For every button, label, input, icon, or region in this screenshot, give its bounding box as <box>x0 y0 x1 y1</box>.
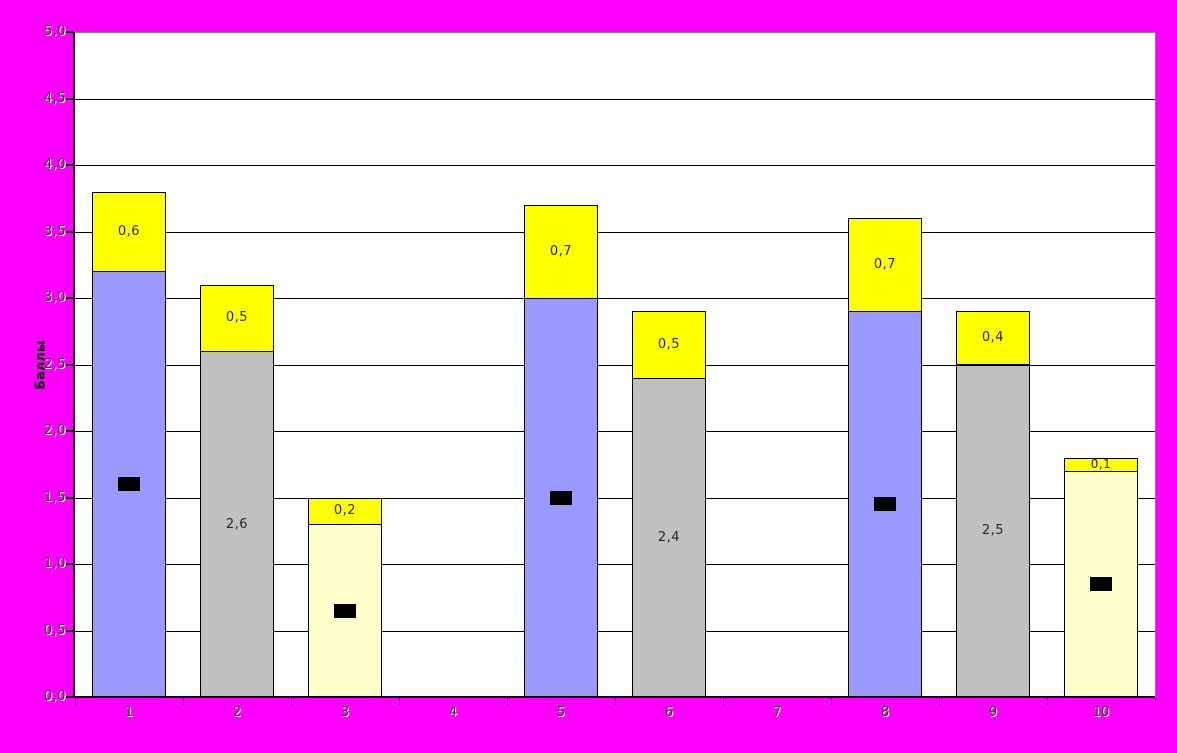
x-tick <box>615 698 616 705</box>
series-marker <box>334 603 356 618</box>
x-tick <box>1155 698 1156 705</box>
x-tick-label: 9 <box>988 705 998 720</box>
series-marker <box>874 497 896 512</box>
series-marker <box>550 490 572 505</box>
bar-segment-yellow-top <box>1064 457 1138 472</box>
y-tick-label: 4,5 <box>43 90 66 106</box>
x-tick-label: 8 <box>880 705 890 720</box>
segment-label: 0,6 <box>117 223 141 239</box>
y-tick <box>66 496 73 499</box>
segment-label: 0,7 <box>549 243 573 259</box>
y-tick-label: 4,0 <box>43 157 66 172</box>
x-tick-label: 1 <box>124 705 134 720</box>
segment-label: 0,7 <box>873 257 897 273</box>
gridline <box>75 98 1155 100</box>
y-tick <box>66 363 73 366</box>
x-tick-label: 6 <box>664 705 674 720</box>
gridline <box>75 298 1155 299</box>
gridline <box>75 497 1155 499</box>
segment-label: 0,5 <box>225 310 249 326</box>
segment-label: 0,1 <box>1090 457 1112 472</box>
y-tick-label: 2,5 <box>43 356 66 372</box>
x-tick-label: 7 <box>772 705 782 720</box>
y-tick <box>66 97 73 100</box>
x-tick <box>507 698 508 705</box>
x-tick-label: 5 <box>556 705 566 720</box>
bar-segment-yellow-top <box>632 311 706 379</box>
gridline <box>75 165 1155 166</box>
y-tick-label: 3,0 <box>43 290 66 305</box>
y-tick <box>66 430 73 432</box>
x-axis <box>73 696 1155 698</box>
x-tick-label: 4 <box>448 705 458 720</box>
segment-label: 0,2 <box>333 503 357 519</box>
bar-segment-gray-base <box>632 377 706 698</box>
y-tick <box>66 629 73 632</box>
series-marker <box>1090 576 1112 591</box>
x-tick <box>183 698 184 705</box>
series-marker <box>118 477 140 492</box>
gridline <box>75 630 1155 632</box>
bar-segment-yellow-top <box>956 311 1030 366</box>
x-tick <box>291 698 292 705</box>
y-tick-label: 0,0 <box>43 689 66 704</box>
x-tick <box>939 698 940 705</box>
segment-label: 2,6 <box>225 516 249 532</box>
y-tick <box>66 230 73 233</box>
gridline <box>75 564 1155 565</box>
gridline <box>75 231 1155 233</box>
segment-label: 0,5 <box>657 337 681 353</box>
y-tick-label: 2,0 <box>43 423 66 438</box>
x-tick <box>1047 698 1048 705</box>
y-tick <box>66 297 73 299</box>
gridline <box>75 431 1155 432</box>
x-tick <box>723 698 724 705</box>
y-tick <box>66 696 73 698</box>
y-tick-label: 1,0 <box>43 556 66 571</box>
y-tick-label: 5,0 <box>43 24 66 39</box>
x-tick <box>75 698 76 705</box>
bar-segment-yellow-top <box>92 191 166 273</box>
x-tick <box>399 698 400 705</box>
x-tick-label: 2 <box>232 705 242 720</box>
bar-segment-yellow-top <box>848 218 922 313</box>
y-axis <box>73 32 75 697</box>
y-tick <box>66 31 73 33</box>
y-tick-label: 3,5 <box>43 223 66 239</box>
x-tick-label: 10 <box>1092 705 1110 720</box>
segment-label: 2,5 <box>981 523 1005 539</box>
segment-label: 0,4 <box>981 330 1005 346</box>
bar-segment-gray-base <box>956 364 1030 698</box>
x-tick-label: 3 <box>340 705 350 720</box>
bar-segment-yellow-top <box>308 497 382 526</box>
gridline <box>75 364 1155 366</box>
segment-label: 2,4 <box>657 529 681 545</box>
y-tick <box>66 563 73 565</box>
bar-segment-yellow-top <box>200 284 274 353</box>
y-tick-label: 0,5 <box>43 622 66 638</box>
y-tick-label: 1,5 <box>43 489 66 505</box>
y-tick <box>66 164 73 166</box>
x-tick <box>831 698 832 705</box>
bar-segment-yellow-top <box>524 204 598 299</box>
